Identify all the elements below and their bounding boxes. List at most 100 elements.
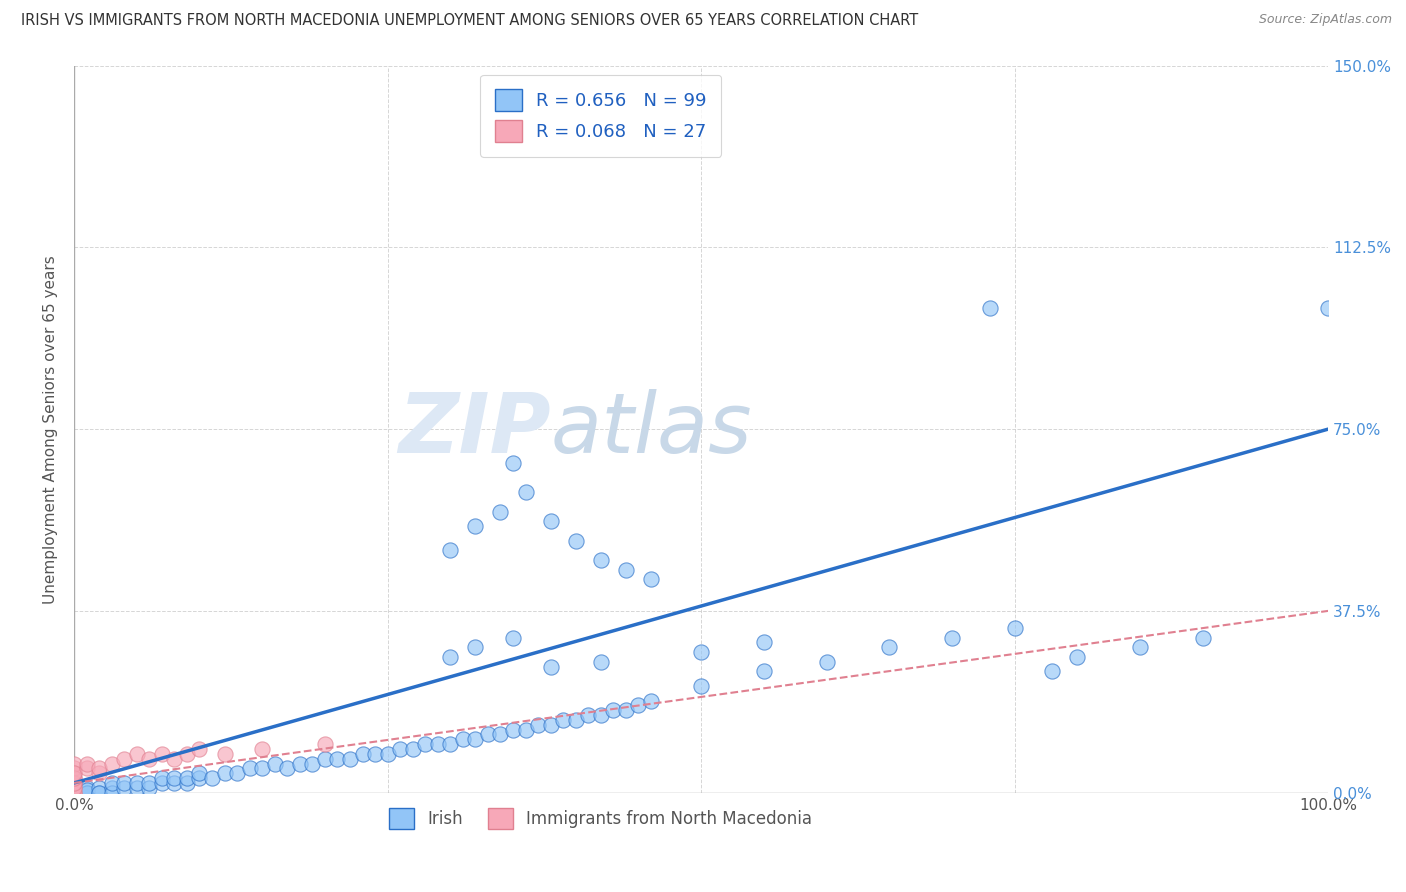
Point <box>564 713 586 727</box>
Point <box>640 693 662 707</box>
Point <box>76 780 98 795</box>
Point <box>1317 301 1340 315</box>
Point <box>176 776 198 790</box>
Point <box>288 756 311 771</box>
Point <box>614 703 637 717</box>
Point <box>163 771 186 785</box>
Point <box>188 742 211 756</box>
Point <box>364 747 387 761</box>
Point <box>627 698 650 713</box>
Point <box>150 771 173 785</box>
Point <box>640 573 662 587</box>
Point <box>352 747 374 761</box>
Point <box>527 718 550 732</box>
Point <box>1066 649 1088 664</box>
Point <box>263 756 285 771</box>
Point <box>489 727 512 741</box>
Legend: Irish, Immigrants from North Macedonia: Irish, Immigrants from North Macedonia <box>382 802 820 835</box>
Point <box>63 761 86 775</box>
Point <box>690 645 713 659</box>
Point <box>464 640 486 655</box>
Point <box>502 631 524 645</box>
Point <box>89 786 111 800</box>
Point <box>402 742 425 756</box>
Point <box>125 747 148 761</box>
Point <box>100 780 122 795</box>
Point <box>214 766 236 780</box>
Point <box>439 543 461 558</box>
Text: atlas: atlas <box>551 389 752 469</box>
Point <box>76 761 98 775</box>
Point <box>377 747 399 761</box>
Point <box>63 783 86 797</box>
Point <box>314 737 336 751</box>
Point <box>614 563 637 577</box>
Point <box>239 761 262 775</box>
Point <box>125 776 148 790</box>
Point <box>464 732 486 747</box>
Text: ZIP: ZIP <box>398 389 551 469</box>
Point <box>138 780 160 795</box>
Point <box>201 771 224 785</box>
Point <box>540 659 562 673</box>
Point <box>138 776 160 790</box>
Point <box>63 778 86 792</box>
Point <box>502 456 524 470</box>
Point <box>464 519 486 533</box>
Point <box>100 776 122 790</box>
Point <box>150 747 173 761</box>
Text: IRISH VS IMMIGRANTS FROM NORTH MACEDONIA UNEMPLOYMENT AMONG SENIORS OVER 65 YEAR: IRISH VS IMMIGRANTS FROM NORTH MACEDONIA… <box>21 13 918 29</box>
Point <box>112 776 135 790</box>
Point <box>214 747 236 761</box>
Point <box>63 786 86 800</box>
Point <box>339 752 361 766</box>
Point <box>63 786 86 800</box>
Point <box>752 665 775 679</box>
Point <box>112 780 135 795</box>
Point <box>877 640 900 655</box>
Point <box>815 655 838 669</box>
Point <box>389 742 412 756</box>
Point <box>76 786 98 800</box>
Point <box>138 752 160 766</box>
Point <box>589 655 612 669</box>
Point <box>89 786 111 800</box>
Point <box>439 649 461 664</box>
Point <box>602 703 624 717</box>
Point <box>63 786 86 800</box>
Point <box>100 756 122 771</box>
Point <box>1191 631 1213 645</box>
Point <box>100 786 122 800</box>
Point <box>63 780 86 795</box>
Point <box>752 635 775 649</box>
Point <box>63 756 86 771</box>
Point <box>1129 640 1152 655</box>
Point <box>188 766 211 780</box>
Point <box>413 737 436 751</box>
Point <box>63 766 86 780</box>
Point <box>576 708 599 723</box>
Point <box>439 737 461 751</box>
Point <box>63 771 86 785</box>
Point <box>489 504 512 518</box>
Point <box>63 776 86 790</box>
Point <box>941 631 963 645</box>
Point <box>1004 621 1026 635</box>
Point <box>89 761 111 775</box>
Point <box>63 780 86 795</box>
Point <box>176 771 198 785</box>
Point <box>63 780 86 795</box>
Point <box>112 752 135 766</box>
Point <box>63 786 86 800</box>
Y-axis label: Unemployment Among Seniors over 65 years: Unemployment Among Seniors over 65 years <box>44 255 58 604</box>
Point <box>589 553 612 567</box>
Point <box>63 780 86 795</box>
Point <box>690 679 713 693</box>
Point <box>63 786 86 800</box>
Point <box>314 752 336 766</box>
Point <box>515 485 537 500</box>
Point <box>63 786 86 800</box>
Point <box>250 761 273 775</box>
Point <box>163 752 186 766</box>
Point <box>76 783 98 797</box>
